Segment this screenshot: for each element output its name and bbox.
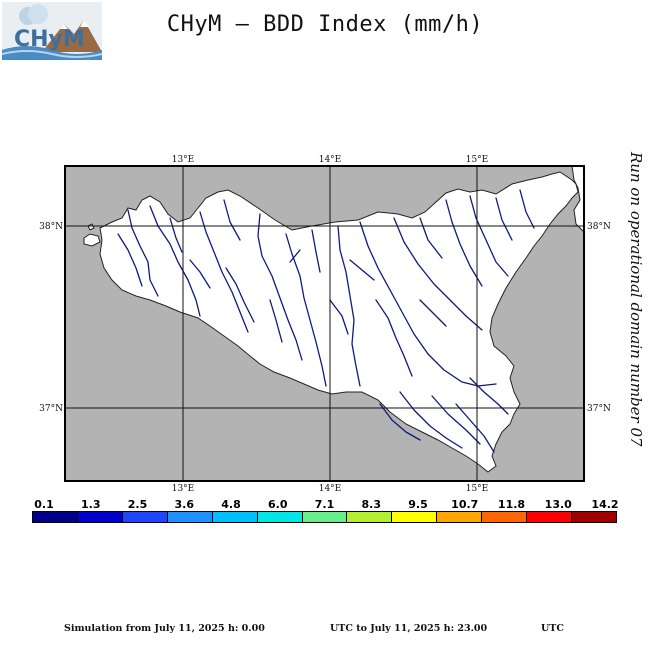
legend-swatch: [437, 512, 483, 522]
lon-label-bottom: 15°E: [466, 484, 489, 494]
lat-label-left: 37°N: [39, 404, 63, 414]
map-frame: [64, 165, 585, 482]
chym-logo: CHyM: [2, 2, 102, 60]
lon-label-top: 15°E: [466, 155, 489, 165]
legend-label: 10.7: [451, 498, 479, 511]
legend-swatch: [257, 512, 303, 522]
lon-label-bottom: 14°E: [319, 484, 342, 494]
lon-label-bottom: 13°E: [172, 484, 195, 494]
simulation-footer: Simulation from July 11, 2025 h: 0.00 UT…: [0, 623, 650, 637]
legend-label: 13.0: [544, 498, 572, 511]
legend-swatch: [392, 512, 438, 522]
legend-label: 11.8: [497, 498, 526, 511]
legend-swatch: [302, 512, 348, 522]
legend-label: 6.0: [268, 498, 288, 511]
simulation-utc: UTC: [541, 623, 564, 634]
color-legend: 0.1 1.3 2.5 3.6 4.8 6.0 7.1 8.3 9.5 10.7 11.8 13.0 1…: [32, 498, 619, 526]
sicily-landmass: [99, 171, 579, 473]
legend-swatch: [482, 512, 528, 522]
lat-label-right: 37°N: [587, 404, 611, 414]
legend-label: 7.1: [314, 498, 335, 511]
legend-swatch: [527, 512, 573, 522]
legend-label: 9.5: [408, 498, 428, 511]
legend-swatch: [122, 512, 168, 522]
legend-label: 0.1: [34, 498, 54, 511]
lon-label-top: 14°E: [319, 155, 342, 165]
legend-label: 1.3: [81, 498, 101, 511]
legend-swatch: [212, 512, 258, 522]
map-title: CHyM – BDD Index (mm/h): [166, 12, 484, 37]
simulation-to: UTC to July 11, 2025 h: 23.00: [330, 623, 488, 634]
legend-label: 8.3: [361, 498, 382, 511]
river-network: [117, 189, 535, 453]
lat-label-right: 38°N: [587, 222, 611, 232]
legend-label: 2.5: [127, 498, 148, 511]
legend-label: 4.8: [221, 498, 241, 511]
legend-swatch: [347, 512, 393, 522]
lon-label-top: 13°E: [172, 155, 195, 165]
island-favignana: [83, 233, 101, 247]
simulation-from: Simulation from July 11, 2025 h: 0.00: [64, 623, 265, 634]
legend-label: 3.6: [174, 498, 195, 511]
legend-swatch: [77, 512, 123, 522]
legend-swatch: [33, 512, 78, 522]
graticule: [65, 166, 584, 481]
legend-swatch: [167, 512, 213, 522]
lat-label-left: 38°N: [39, 222, 63, 232]
legend-label: 14.2: [591, 498, 619, 511]
legend-swatches: [32, 511, 617, 523]
legend-swatch: [572, 512, 616, 522]
logo-wordmark: CHyM: [14, 27, 85, 52]
